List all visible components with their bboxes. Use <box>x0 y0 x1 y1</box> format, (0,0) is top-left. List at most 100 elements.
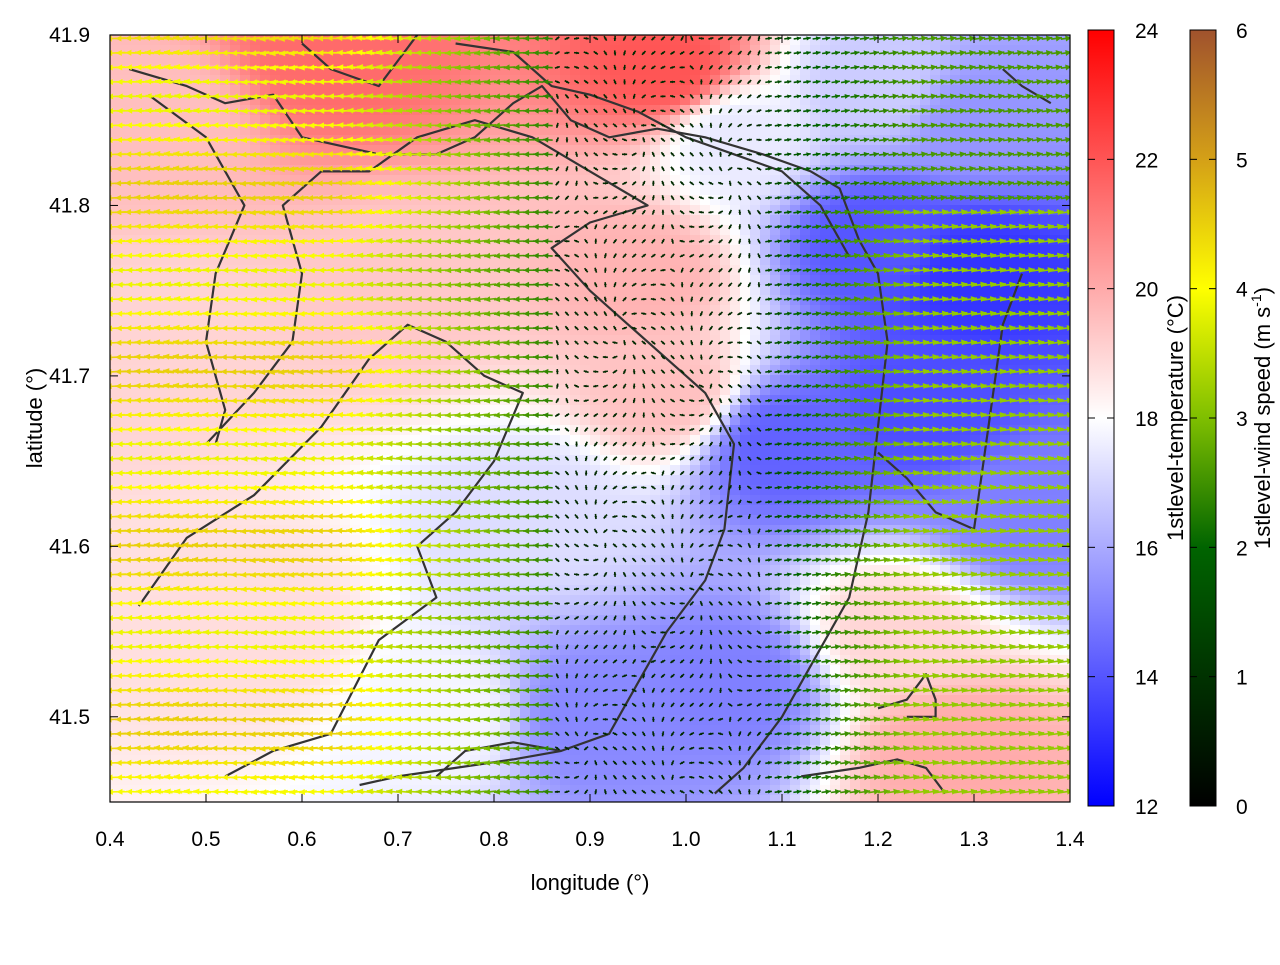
heatmap-cell <box>680 525 691 536</box>
heatmap-cell <box>660 465 671 476</box>
heatmap-cell <box>550 525 561 536</box>
heatmap-cell <box>130 345 141 356</box>
heatmap-cell <box>950 35 961 46</box>
heatmap-cell <box>910 275 921 286</box>
heatmap-cell <box>670 165 681 176</box>
heatmap-cell <box>860 465 871 476</box>
heatmap-cell <box>230 545 241 556</box>
heatmap-cell <box>170 305 181 316</box>
heatmap-cell <box>320 325 331 336</box>
heatmap-cell <box>1050 375 1061 386</box>
heatmap-cell <box>280 375 291 386</box>
heatmap-cell <box>560 465 571 476</box>
heatmap-cell <box>230 355 241 366</box>
heatmap-cell <box>240 445 251 456</box>
heatmap-cell <box>1000 505 1011 516</box>
heatmap-cell <box>720 195 731 206</box>
heatmap-cell <box>180 355 191 366</box>
heatmap-cell <box>170 115 181 126</box>
heatmap-cell <box>380 385 391 396</box>
heatmap-cell <box>400 155 411 166</box>
heatmap-cell <box>980 85 991 96</box>
heatmap-cell <box>760 145 771 156</box>
heatmap-cell <box>1050 385 1061 396</box>
heatmap-cell <box>950 245 961 256</box>
heatmap-cell <box>1030 155 1041 166</box>
heatmap-cell <box>950 545 961 556</box>
heatmap-cell <box>520 125 531 136</box>
heatmap-cell <box>1020 275 1031 286</box>
heatmap-cell <box>870 515 881 526</box>
heatmap-cell <box>530 475 541 486</box>
heatmap-cell <box>1050 485 1061 496</box>
heatmap-cell <box>620 355 631 366</box>
heatmap-cell <box>980 485 991 496</box>
heatmap-cell <box>660 525 671 536</box>
heatmap-cell <box>650 335 661 346</box>
heatmap-cell <box>490 245 501 256</box>
heatmap-cell <box>440 495 451 506</box>
heatmap-cell <box>480 305 491 316</box>
heatmap-cell <box>840 535 851 546</box>
heatmap-cell <box>880 465 891 476</box>
heatmap-cell <box>600 85 611 96</box>
heatmap-cell <box>650 125 661 136</box>
heatmap-cell <box>570 135 581 146</box>
heatmap-cell <box>390 305 401 316</box>
heatmap-cell <box>540 125 551 136</box>
heatmap-cell <box>270 475 281 486</box>
heatmap-cell <box>200 155 211 166</box>
heatmap-cell <box>370 535 381 546</box>
heatmap-cell <box>830 285 841 296</box>
heatmap-cell <box>610 495 621 506</box>
heatmap-cell <box>450 35 461 46</box>
heatmap-cell <box>260 375 271 386</box>
heatmap-cell <box>890 355 901 366</box>
heatmap-cell <box>240 385 251 396</box>
heatmap-cell <box>720 285 731 296</box>
heatmap-cell <box>1050 535 1061 546</box>
heatmap-cell <box>800 415 811 426</box>
heatmap-cell <box>380 505 391 516</box>
heatmap-cell <box>1060 175 1070 186</box>
heatmap-cell <box>220 345 231 356</box>
heatmap-cell <box>300 65 311 76</box>
heatmap-cell <box>390 535 401 546</box>
heatmap-cell <box>500 375 511 386</box>
heatmap-cell <box>270 95 281 106</box>
heatmap-cell <box>590 535 601 546</box>
heatmap-cell <box>790 155 801 166</box>
heatmap-cell <box>820 455 831 466</box>
heatmap-cell <box>540 195 551 206</box>
heatmap-cell <box>210 455 221 466</box>
heatmap-cell <box>440 55 451 66</box>
heatmap-cell <box>720 275 731 286</box>
heatmap-cell <box>530 125 541 136</box>
heatmap-cell <box>480 375 491 386</box>
heatmap-cell <box>120 405 131 416</box>
heatmap-cell <box>160 285 171 296</box>
heatmap-cell <box>830 115 841 126</box>
heatmap-cell <box>720 245 731 256</box>
heatmap-cell <box>830 375 841 386</box>
heatmap-cell <box>160 275 171 286</box>
heatmap-cell <box>620 535 631 546</box>
heatmap-cell <box>570 445 581 456</box>
heatmap-cell <box>280 185 291 196</box>
heatmap-cell <box>170 475 181 486</box>
heatmap-cell <box>920 485 931 496</box>
heatmap-cell <box>950 385 961 396</box>
heatmap-cell <box>870 225 881 236</box>
heatmap-cell <box>380 85 391 96</box>
heatmap-cell <box>600 155 611 166</box>
heatmap-cell <box>400 495 411 506</box>
heatmap-cell <box>640 525 651 536</box>
heatmap-cell <box>830 95 841 106</box>
heatmap-cell <box>330 325 341 336</box>
heatmap-cell <box>750 385 761 396</box>
heatmap-cell <box>670 475 681 486</box>
heatmap-cell <box>980 95 991 106</box>
heatmap-cell <box>300 165 311 176</box>
heatmap-cell <box>110 375 121 386</box>
heatmap-cell <box>460 285 471 296</box>
